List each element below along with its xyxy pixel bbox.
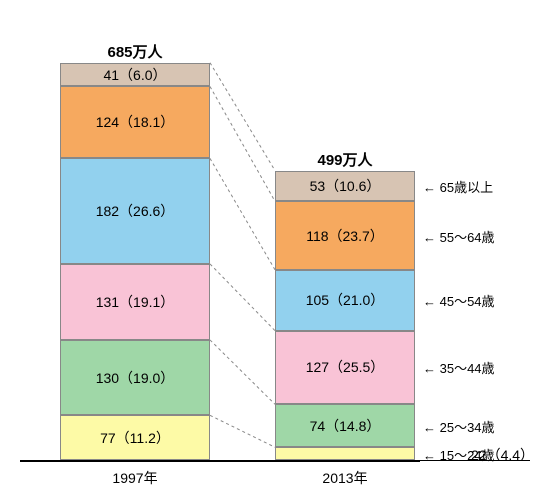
bar-segment-col2013-s35_44: 127（25.5） (275, 331, 415, 405)
bar-segment-col2013-s65p: 53（10.6） (275, 171, 415, 202)
bar-segment-col1997-s25_34: 130（19.0） (60, 340, 210, 415)
bar-segment-col2013-s15_24 (275, 447, 415, 460)
bar-segment-col2013-s25_34: 74（14.8） (275, 404, 415, 447)
legend-s35_44: ← 35～44歳 (423, 358, 495, 377)
legend-s55_64: ← 55～64歳 (423, 227, 495, 246)
stacked-bar-chart: 77（11.2）130（19.0）131（19.1）182（26.6）124（1… (0, 0, 557, 500)
bar-segment-col1997-s45_54: 182（26.6） (60, 158, 210, 264)
baseline-main (20, 460, 420, 462)
axis-label-col1997: 1997年 (60, 468, 210, 488)
bar-segment-col1997-s65p: 41（6.0） (60, 63, 210, 87)
legend-s25_34: ← 25～34歳 (423, 417, 495, 436)
bar-segment-col1997-s35_44: 131（19.1） (60, 264, 210, 340)
bar-segment-col2013-s55_64: 118（23.7） (275, 201, 415, 269)
bar-segment-col2013-s45_54: 105（21.0） (275, 270, 415, 331)
legend-s45_54: ← 45～54歳 (423, 291, 495, 310)
legend-s15_24: ← 15～24歳 (423, 445, 495, 464)
bar-total-col1997: 685万人 (60, 41, 210, 62)
bar-total-col2013: 499万人 (275, 149, 415, 170)
bar-segment-col1997-s15_24: 77（11.2） (60, 415, 210, 460)
axis-label-col2013: 2013年 (275, 468, 415, 488)
legend-s65p: ← 65歳以上 (423, 177, 493, 196)
bar-segment-col1997-s55_64: 124（18.1） (60, 86, 210, 158)
